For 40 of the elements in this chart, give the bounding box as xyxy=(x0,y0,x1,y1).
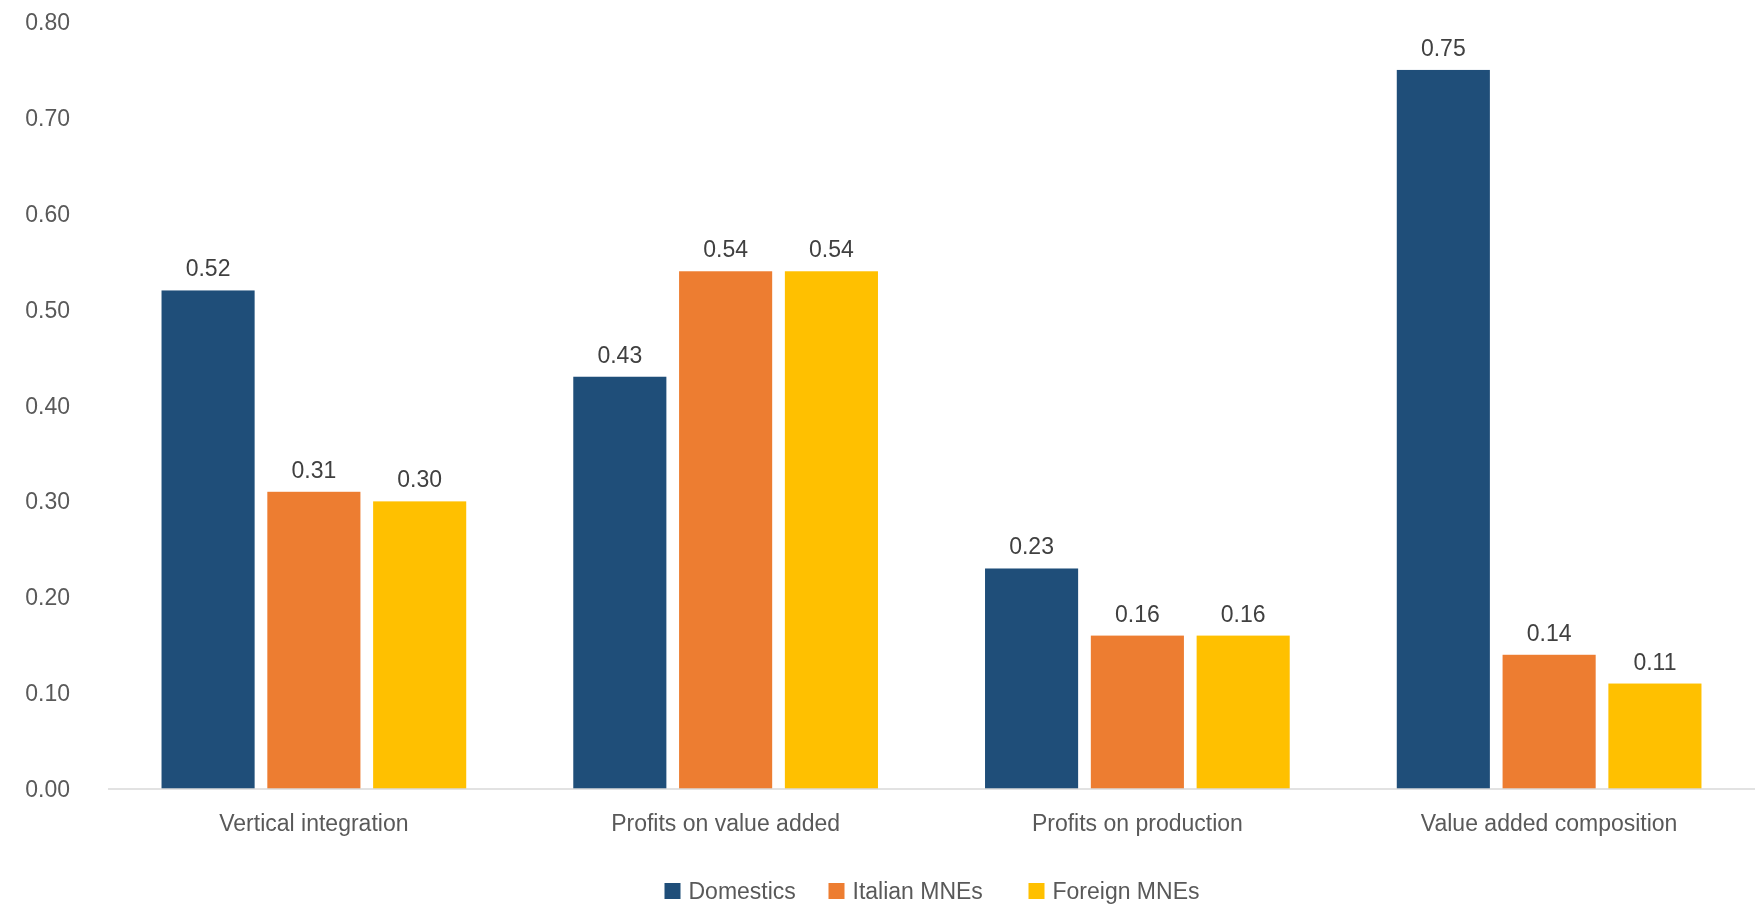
data-label: 0.75 xyxy=(1420,34,1466,61)
data-label: 0.43 xyxy=(597,341,643,368)
y-tick-label: 0.10 xyxy=(25,680,70,707)
legend-label: Foreign MNEs xyxy=(1052,878,1200,905)
data-label: 0.30 xyxy=(397,466,443,493)
y-tick-label: 0.50 xyxy=(25,296,70,323)
bar xyxy=(1090,635,1184,789)
bar xyxy=(573,376,667,789)
bar xyxy=(161,290,255,789)
bar xyxy=(267,491,361,789)
data-label: 0.54 xyxy=(809,236,855,263)
bar xyxy=(784,271,878,789)
data-label: 0.31 xyxy=(291,456,337,483)
y-tick-label: 0.30 xyxy=(25,488,70,515)
legend-label: Domestics xyxy=(688,878,796,905)
data-label: 0.14 xyxy=(1526,619,1572,646)
y-tick-label: 0.40 xyxy=(25,392,70,419)
bar xyxy=(679,271,773,789)
bar xyxy=(1196,635,1290,789)
bar xyxy=(1608,683,1702,789)
bar xyxy=(985,568,1079,789)
y-tick-label: 0.20 xyxy=(25,584,70,611)
bar xyxy=(1396,69,1490,789)
data-label: 0.52 xyxy=(185,255,231,282)
data-label: 0.16 xyxy=(1114,600,1160,627)
legend-label: Italian MNEs xyxy=(852,878,983,905)
x-tick-label: Profits on production xyxy=(1031,810,1243,836)
x-tick-label: Vertical integration xyxy=(219,810,409,836)
bar xyxy=(1502,654,1596,789)
data-label: 0.23 xyxy=(1009,533,1054,560)
x-tick-label: Profits on value added xyxy=(611,810,841,836)
y-tick-label: 0.60 xyxy=(25,200,70,227)
data-label: 0.11 xyxy=(1633,648,1677,675)
bar xyxy=(373,501,467,789)
data-label: 0.16 xyxy=(1220,600,1266,627)
x-tick-label: Value added composition xyxy=(1420,810,1678,836)
data-label: 0.54 xyxy=(703,236,749,263)
y-tick-label: 0.70 xyxy=(25,104,70,131)
y-tick-label: 0.80 xyxy=(25,9,70,36)
y-tick-label: 0.00 xyxy=(25,776,70,803)
